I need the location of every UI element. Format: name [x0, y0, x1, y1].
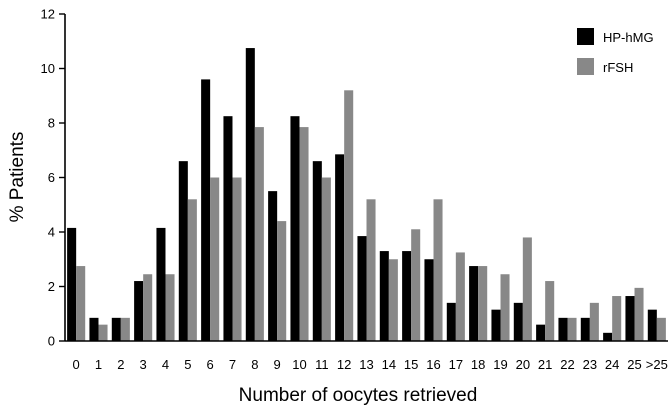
bar-hp-hmg-9 [268, 191, 278, 342]
bar-hp-hmg-11 [312, 161, 322, 341]
bar-hp-hmg-10 [290, 116, 300, 341]
bar-rfsh-25 [634, 287, 644, 341]
x-tick-label-13: 13 [359, 357, 373, 372]
legend-swatch-hp-hmg [577, 28, 594, 45]
x-tick-label-16: 16 [426, 357, 440, 372]
x-tick-label-1: 1 [95, 357, 102, 372]
bar-hp-hmg-6 [201, 79, 211, 342]
x-tick-label-22: 22 [560, 357, 574, 372]
x-tick-label-20: 20 [516, 357, 530, 372]
bar-rfsh-10 [299, 127, 309, 341]
bar-rfsh-19 [500, 274, 510, 341]
bar-rfsh-7 [232, 177, 242, 341]
y-tick-label-8: 8 [48, 116, 55, 131]
x-tick-label-8: 8 [251, 357, 258, 372]
bar-rfsh-9 [277, 221, 287, 341]
bar-rfsh-26 [656, 317, 666, 341]
x-tick-label-14: 14 [382, 357, 396, 372]
bar-hp-hmg-8 [245, 48, 255, 342]
x-tick-label-21: 21 [538, 357, 552, 372]
x-tick-label-23: 23 [583, 357, 597, 372]
legend: HP-hMG rFSH [577, 28, 654, 75]
y-tick-label-4: 4 [48, 225, 55, 240]
bar-hp-hmg-18 [469, 266, 479, 341]
bar-hp-hmg-7 [223, 116, 233, 341]
bar-hp-hmg-0 [67, 227, 77, 341]
bar-hp-hmg-2 [111, 317, 121, 341]
x-tick-label-24: 24 [605, 357, 619, 372]
legend-swatch-rfsh [577, 58, 594, 75]
bar-rfsh-4 [165, 274, 175, 341]
bar-hp-hmg-22 [558, 317, 568, 341]
x-tick-label-3: 3 [140, 357, 147, 372]
bar-rfsh-0 [76, 266, 86, 341]
x-tick-label-26: >25 [646, 357, 668, 372]
x-tick-label-25: 25 [627, 357, 641, 372]
bar-rfsh-8 [254, 127, 264, 341]
bar-rfsh-24 [612, 296, 622, 341]
x-tick-label-6: 6 [207, 357, 214, 372]
bar-rfsh-1 [98, 324, 108, 341]
bar-hp-hmg-5 [178, 161, 188, 341]
bar-rfsh-6 [210, 177, 220, 341]
x-axis-title: Number of oocytes retrieved [239, 385, 478, 406]
bar-rfsh-23 [589, 302, 599, 341]
bar-hp-hmg-15 [402, 251, 412, 341]
x-tick-label-7: 7 [229, 357, 236, 372]
x-tick-label-10: 10 [292, 357, 306, 372]
x-tick-label-11: 11 [315, 357, 329, 372]
legend-label-rfsh: rFSH [603, 60, 633, 75]
y-axis-title: % Patients [7, 132, 28, 223]
bar-rfsh-5 [187, 199, 197, 341]
bar-rfsh-20 [522, 237, 532, 341]
x-tick-label-0: 0 [73, 357, 80, 372]
bar-rfsh-2 [120, 317, 130, 341]
x-tick-label-5: 5 [184, 357, 191, 372]
bar-hp-hmg-17 [446, 302, 456, 341]
y-tick-label-2: 2 [48, 279, 55, 294]
y-tick-label-10: 10 [41, 61, 55, 76]
bar-hp-hmg-4 [156, 227, 166, 341]
bar-hp-hmg-1 [89, 317, 99, 341]
bar-rfsh-12 [344, 90, 354, 341]
x-tick-label-19: 19 [493, 357, 507, 372]
bar-rfsh-15 [411, 229, 421, 341]
x-tick-label-9: 9 [274, 357, 281, 372]
bar-hp-hmg-20 [513, 302, 523, 341]
y-tick-label-6: 6 [48, 170, 55, 185]
bar-hp-hmg-19 [491, 309, 501, 341]
y-tick-label-0: 0 [48, 334, 55, 349]
x-tick-label-17: 17 [449, 357, 463, 372]
bar-rfsh-16 [433, 199, 443, 341]
bar-hp-hmg-12 [335, 154, 345, 341]
bar-rfsh-14 [388, 259, 398, 341]
bar-rfsh-21 [545, 281, 555, 341]
bar-rfsh-13 [366, 199, 376, 341]
x-tick-label-12: 12 [337, 357, 351, 372]
x-tick-label-2: 2 [117, 357, 124, 372]
bar-hp-hmg-13 [357, 236, 367, 341]
x-tick-label-4: 4 [162, 357, 169, 372]
bar-rfsh-3 [143, 274, 153, 341]
legend-label-hp-hmg: HP-hMG [603, 30, 654, 45]
bar-hp-hmg-3 [134, 281, 144, 341]
bar-hp-hmg-25 [625, 296, 635, 341]
bar-hp-hmg-24 [603, 332, 613, 341]
bars-group [67, 48, 666, 342]
bar-hp-hmg-23 [580, 317, 590, 341]
bar-hp-hmg-26 [647, 309, 657, 341]
bar-hp-hmg-16 [424, 259, 434, 341]
bar-rfsh-17 [455, 252, 465, 341]
bar-rfsh-22 [567, 317, 577, 341]
bar-hp-hmg-21 [536, 324, 546, 341]
x-tick-label-18: 18 [471, 357, 485, 372]
bar-rfsh-18 [478, 266, 488, 341]
bar-rfsh-11 [321, 177, 331, 341]
x-tick-label-15: 15 [404, 357, 418, 372]
bar-hp-hmg-14 [379, 251, 389, 341]
y-tick-label-12: 12 [41, 7, 55, 22]
